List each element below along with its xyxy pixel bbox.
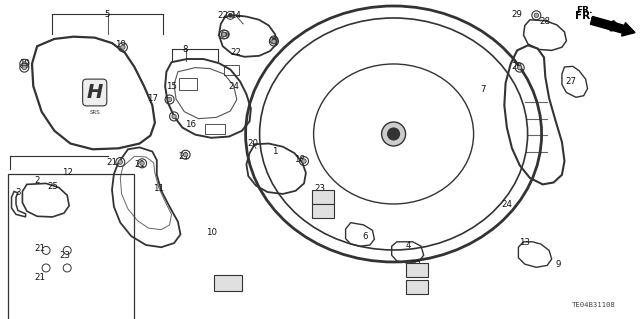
Text: 1: 1 (273, 147, 278, 156)
Text: 19: 19 (115, 40, 125, 49)
Text: 23: 23 (314, 184, 326, 193)
Text: 13: 13 (519, 238, 531, 247)
Text: TE04B31108: TE04B31108 (572, 302, 616, 308)
Text: 12: 12 (61, 168, 73, 177)
Text: 23: 23 (410, 281, 422, 290)
Circle shape (22, 65, 26, 70)
Text: 16: 16 (185, 120, 196, 129)
Text: 5: 5 (105, 10, 110, 19)
Text: 7: 7 (481, 85, 486, 94)
Text: 18: 18 (294, 155, 305, 164)
Text: 6: 6 (362, 232, 367, 241)
Circle shape (228, 13, 232, 17)
Bar (179, 78, 197, 90)
Circle shape (22, 62, 26, 66)
Text: 22: 22 (230, 48, 241, 57)
Text: FR.: FR. (576, 6, 593, 15)
FancyArrow shape (590, 17, 635, 36)
Circle shape (172, 114, 176, 119)
Circle shape (534, 13, 538, 18)
Bar (205, 124, 225, 134)
Text: 27: 27 (565, 77, 577, 86)
Text: 21: 21 (34, 273, 45, 282)
Text: 20: 20 (247, 139, 259, 148)
Text: 28: 28 (540, 17, 551, 26)
Text: 23: 23 (410, 260, 422, 269)
Circle shape (222, 32, 226, 37)
Circle shape (223, 33, 227, 36)
Circle shape (302, 159, 306, 163)
Text: 11: 11 (153, 184, 164, 193)
Text: SRS: SRS (90, 110, 100, 115)
Text: 24: 24 (501, 200, 513, 209)
Text: 22: 22 (217, 11, 228, 20)
Text: 2: 2 (35, 176, 40, 185)
Text: 21: 21 (106, 158, 118, 167)
Bar (224, 65, 239, 75)
Ellipse shape (314, 64, 474, 204)
Circle shape (168, 97, 172, 102)
Text: 21: 21 (34, 244, 45, 253)
Bar (8, 174, 134, 319)
Text: 21: 21 (179, 152, 190, 161)
Circle shape (381, 122, 406, 146)
Text: 8: 8 (183, 45, 188, 54)
Circle shape (140, 161, 144, 166)
Bar (406, 280, 428, 294)
Circle shape (388, 128, 399, 140)
Text: 26: 26 (221, 276, 233, 285)
Text: 3: 3 (15, 189, 20, 197)
Text: 24: 24 (228, 82, 239, 91)
Text: 14: 14 (230, 11, 241, 20)
Text: 19: 19 (19, 59, 29, 68)
Text: 15: 15 (166, 82, 177, 91)
Bar (406, 263, 428, 277)
Circle shape (272, 38, 276, 42)
Text: 21: 21 (134, 160, 145, 169)
Bar (312, 190, 334, 204)
Text: 4: 4 (406, 241, 411, 250)
Text: 23: 23 (314, 203, 326, 212)
Text: FR.: FR. (575, 11, 594, 21)
Bar (312, 204, 334, 218)
Text: 17: 17 (147, 94, 158, 103)
Circle shape (518, 65, 522, 70)
Ellipse shape (260, 18, 527, 250)
Text: 23: 23 (60, 251, 71, 260)
Bar (214, 275, 243, 291)
Text: 9: 9 (556, 260, 561, 269)
Text: 29: 29 (512, 10, 522, 19)
Circle shape (118, 160, 122, 164)
Circle shape (272, 39, 276, 44)
Circle shape (184, 152, 188, 157)
Text: 25: 25 (47, 182, 58, 191)
Circle shape (121, 45, 125, 49)
Text: 10: 10 (205, 228, 217, 237)
Text: H: H (86, 83, 103, 102)
Text: 29: 29 (512, 63, 522, 71)
